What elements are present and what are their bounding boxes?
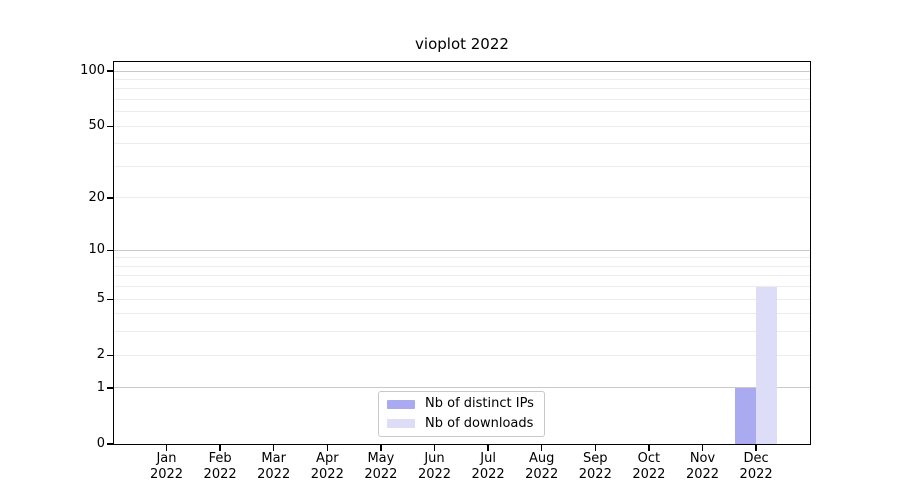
gridline-minor bbox=[114, 257, 810, 259]
x-tick bbox=[219, 444, 221, 451]
gridline-major bbox=[114, 249, 810, 251]
gridline-minor bbox=[114, 88, 810, 90]
gridline-minor bbox=[114, 286, 810, 288]
legend-item-downloads: Nb of downloads bbox=[387, 416, 536, 433]
x-tick bbox=[487, 444, 489, 451]
gridline-minor bbox=[114, 298, 810, 300]
x-tick-label: Jan 2022 bbox=[149, 451, 184, 482]
y-tick-label: 0 bbox=[96, 436, 105, 451]
y-tick bbox=[107, 354, 114, 356]
x-tick bbox=[380, 444, 382, 451]
gridline-minor bbox=[114, 78, 810, 80]
x-tick bbox=[433, 444, 436, 451]
x-tick bbox=[648, 444, 650, 451]
bar-downloads bbox=[756, 286, 778, 444]
y-tick bbox=[107, 249, 114, 251]
x-tick-label: Aug 2022 bbox=[525, 451, 559, 482]
legend-box: Nb of distinct IPs Nb of downloads bbox=[378, 391, 545, 437]
legend-swatch-downloads bbox=[387, 419, 415, 429]
x-tick bbox=[701, 444, 704, 451]
gridline-minor bbox=[114, 99, 810, 101]
gridline-minor bbox=[114, 111, 810, 113]
x-tick-label: Dec 2022 bbox=[739, 451, 773, 482]
x-tick-label: Mar 2022 bbox=[257, 451, 291, 482]
y-tick-label: 10 bbox=[88, 242, 105, 258]
gridline-minor bbox=[114, 354, 810, 356]
x-tick-label: Oct 2022 bbox=[632, 451, 666, 482]
gridline-major bbox=[114, 387, 810, 389]
legend-swatch-distinct-ips bbox=[387, 399, 415, 409]
y-tick-label: 1 bbox=[96, 379, 105, 395]
x-tick bbox=[541, 444, 543, 451]
y-tick bbox=[107, 443, 114, 445]
y-tick-label: 5 bbox=[96, 291, 105, 307]
y-tick-label: 100 bbox=[80, 63, 105, 79]
y-tick-label: 2 bbox=[96, 347, 105, 363]
gridline-minor bbox=[114, 125, 810, 127]
gridline-minor bbox=[114, 143, 810, 145]
legend-label-distinct-ips: Nb of distinct IPs bbox=[425, 396, 534, 412]
legend-label-downloads: Nb of downloads bbox=[425, 415, 534, 431]
gridline-minor bbox=[114, 275, 810, 277]
x-tick-label: Jul 2022 bbox=[471, 451, 505, 482]
bar-distinct-ips bbox=[735, 388, 757, 444]
x-tick-label: Jun 2022 bbox=[417, 451, 452, 482]
gridline-minor bbox=[114, 331, 810, 333]
legend-item-distinct-ips: Nb of distinct IPs bbox=[387, 396, 536, 413]
gridline-major bbox=[114, 70, 810, 72]
y-tick bbox=[107, 197, 114, 199]
x-tick-label: Nov 2022 bbox=[685, 451, 720, 482]
x-tick bbox=[326, 444, 328, 451]
gridline-minor bbox=[114, 197, 810, 199]
y-tick bbox=[107, 70, 114, 72]
x-tick bbox=[755, 444, 757, 451]
y-tick bbox=[107, 125, 114, 127]
y-tick bbox=[107, 298, 114, 300]
gridline-minor bbox=[114, 313, 810, 315]
gridline-minor bbox=[114, 265, 810, 267]
x-tick-label: Apr 2022 bbox=[310, 451, 344, 482]
x-tick-label: Feb 2022 bbox=[203, 451, 237, 482]
y-tick bbox=[107, 387, 114, 389]
chart-title: vioplot 2022 bbox=[415, 35, 509, 53]
x-tick-label: May 2022 bbox=[364, 451, 398, 482]
gridline-minor bbox=[114, 166, 810, 167]
x-tick bbox=[273, 444, 275, 451]
y-tick-label: 50 bbox=[88, 118, 105, 134]
x-tick bbox=[165, 444, 168, 451]
plot-area bbox=[113, 61, 811, 445]
y-tick-label: 20 bbox=[88, 189, 105, 205]
x-tick-label: Sep 2022 bbox=[578, 451, 612, 482]
x-tick bbox=[594, 444, 596, 451]
